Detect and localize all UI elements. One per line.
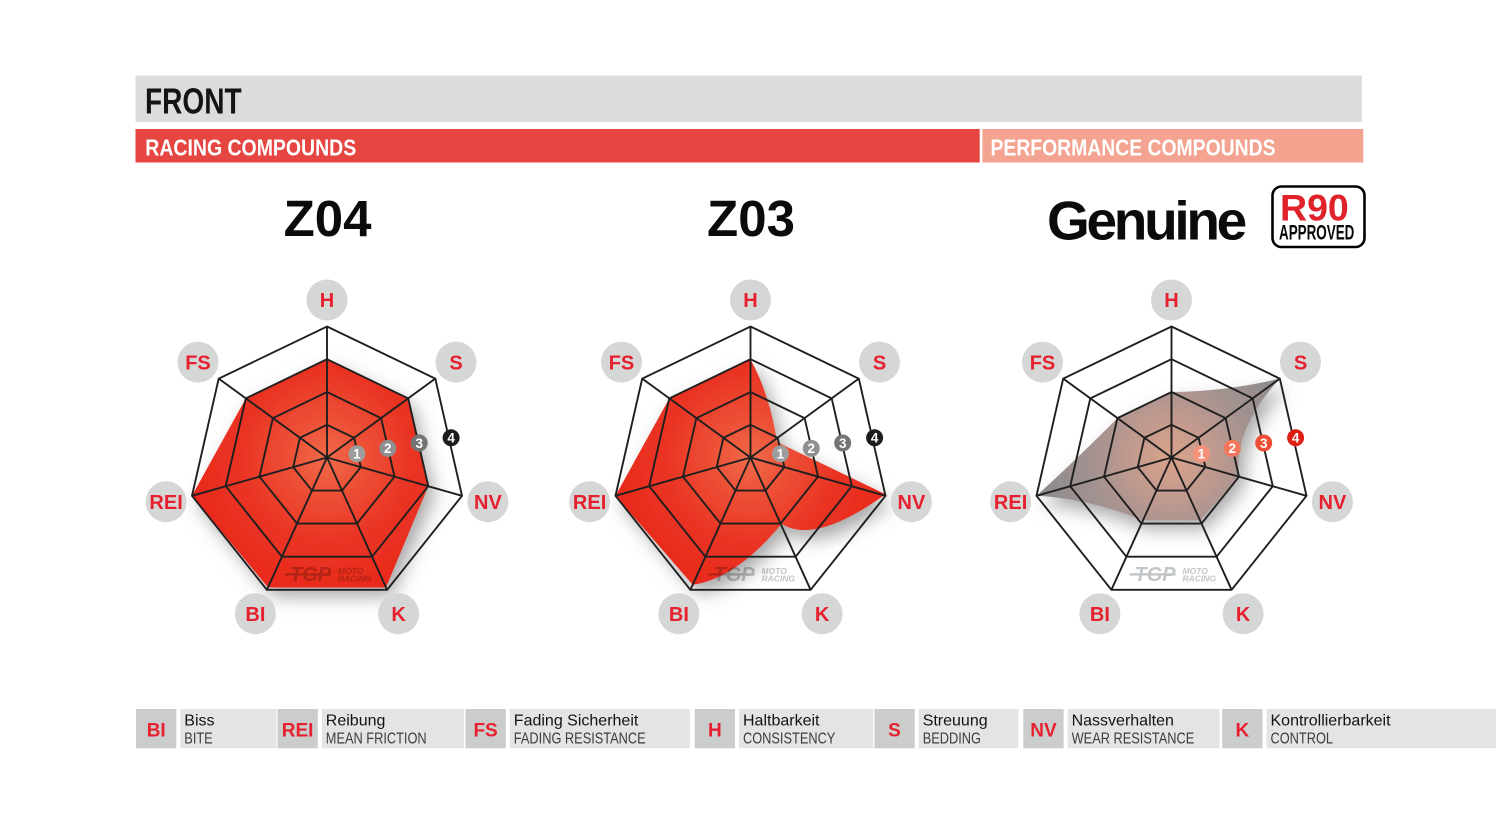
svg-text:FS: FS <box>185 352 211 374</box>
svg-text:APPROVED: APPROVED <box>1279 220 1354 244</box>
svg-text:BEDDING: BEDDING <box>923 730 981 748</box>
svg-text:PERFORMANCE COMPOUNDS: PERFORMANCE COMPOUNDS <box>991 135 1276 161</box>
svg-text:BI: BI <box>1090 604 1110 626</box>
svg-text:FADING RESISTANCE: FADING RESISTANCE <box>514 730 646 748</box>
svg-text:4: 4 <box>1292 431 1300 446</box>
svg-text:3: 3 <box>1260 436 1268 451</box>
svg-text:MOTO: MOTO <box>762 566 788 576</box>
svg-text:BI: BI <box>147 720 166 741</box>
svg-text:4: 4 <box>447 431 455 446</box>
svg-text:FS: FS <box>473 720 497 741</box>
svg-text:Z04: Z04 <box>284 190 373 247</box>
svg-text:RACING: RACING <box>762 574 796 584</box>
svg-text:RACING: RACING <box>338 574 372 584</box>
svg-text:Nassverhalten: Nassverhalten <box>1072 712 1174 729</box>
svg-text:K: K <box>1236 604 1251 626</box>
svg-text:K: K <box>1236 720 1250 741</box>
svg-text:MOTO: MOTO <box>1183 566 1209 576</box>
svg-text:H: H <box>708 720 722 741</box>
svg-text:FS: FS <box>1030 352 1056 374</box>
svg-text:BITE: BITE <box>184 730 213 748</box>
svg-text:S: S <box>888 720 901 741</box>
svg-text:S: S <box>1294 352 1307 374</box>
svg-text:NV: NV <box>1319 492 1347 514</box>
svg-text:H: H <box>743 290 757 312</box>
svg-text:CONTROL: CONTROL <box>1271 730 1334 748</box>
svg-text:3: 3 <box>415 436 423 451</box>
svg-text:REI: REI <box>994 492 1027 514</box>
svg-text:REI: REI <box>149 492 182 514</box>
svg-text:Streuung: Streuung <box>923 712 988 729</box>
svg-text:S: S <box>873 352 886 374</box>
svg-text:BI: BI <box>245 604 265 626</box>
svg-text:1: 1 <box>353 447 361 462</box>
svg-text:Kontrollierbarkeit: Kontrollierbarkeit <box>1271 712 1392 729</box>
svg-text:NV: NV <box>898 492 926 514</box>
svg-text:RACING COMPOUNDS: RACING COMPOUNDS <box>145 135 356 161</box>
svg-text:2: 2 <box>1229 441 1237 456</box>
svg-text:1: 1 <box>1198 447 1206 462</box>
svg-text:FRONT: FRONT <box>145 81 242 121</box>
svg-text:REI: REI <box>282 720 314 741</box>
svg-text:NV: NV <box>1030 720 1057 741</box>
svg-text:WEAR RESISTANCE: WEAR RESISTANCE <box>1072 730 1195 748</box>
svg-text:3: 3 <box>839 436 847 451</box>
svg-text:FS: FS <box>609 352 635 374</box>
svg-text:Biss: Biss <box>184 712 214 729</box>
svg-text:K: K <box>391 604 406 626</box>
svg-text:BI: BI <box>669 604 689 626</box>
svg-text:H: H <box>320 290 334 312</box>
svg-text:CONSISTENCY: CONSISTENCY <box>743 730 836 748</box>
svg-text:MOTO: MOTO <box>338 566 364 576</box>
svg-text:2: 2 <box>384 441 392 456</box>
svg-text:Genuine: Genuine <box>1047 190 1246 252</box>
svg-text:H: H <box>1164 290 1178 312</box>
svg-text:4: 4 <box>871 431 879 446</box>
svg-text:RACING: RACING <box>1183 574 1217 584</box>
svg-text:Reibung: Reibung <box>326 712 386 729</box>
svg-text:K: K <box>815 604 830 626</box>
svg-text:Haltbarkeit: Haltbarkeit <box>743 712 820 729</box>
svg-text:R90: R90 <box>1280 187 1349 229</box>
svg-text:Fading Sicherheit: Fading Sicherheit <box>514 712 639 729</box>
svg-text:MEAN FRICTION: MEAN FRICTION <box>326 730 427 748</box>
svg-text:Z03: Z03 <box>707 190 795 247</box>
svg-text:REI: REI <box>573 492 606 514</box>
svg-text:1: 1 <box>777 447 785 462</box>
svg-text:2: 2 <box>808 441 816 456</box>
svg-text:S: S <box>449 352 462 374</box>
svg-text:NV: NV <box>474 492 502 514</box>
